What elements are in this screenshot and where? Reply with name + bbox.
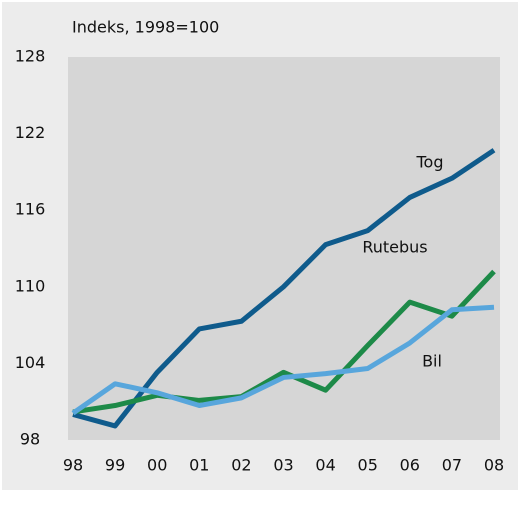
x-tick-label: 99 xyxy=(105,456,125,475)
y-tick-label: 104 xyxy=(15,353,46,372)
x-tick-label: 01 xyxy=(189,456,209,475)
y-tick-label: 98 xyxy=(20,430,40,449)
line-series xyxy=(72,269,496,415)
x-tick-label: 03 xyxy=(273,456,293,475)
series-label: Tog xyxy=(416,153,444,172)
x-tick-label: 98 xyxy=(63,456,83,475)
x-tick-label: 02 xyxy=(231,456,251,475)
x-tick-label: 08 xyxy=(484,456,504,475)
series-label: Bil xyxy=(422,352,442,371)
line-series xyxy=(71,304,495,416)
x-tick-label: 04 xyxy=(315,456,335,475)
y-tick-label: 128 xyxy=(15,47,46,66)
x-tick-label: 05 xyxy=(358,456,378,475)
x-tick-label: 00 xyxy=(147,456,167,475)
x-tick-label: 06 xyxy=(400,456,420,475)
x-tick-label: 07 xyxy=(442,456,462,475)
plot-area xyxy=(68,57,500,440)
y-tick-label: 116 xyxy=(15,200,46,219)
y-tick-label: 122 xyxy=(15,123,46,142)
series-label: Rutebus xyxy=(362,238,427,257)
y-tick-label: 110 xyxy=(15,276,46,295)
y-axis-label: Indeks, 1998=100 xyxy=(72,18,219,37)
